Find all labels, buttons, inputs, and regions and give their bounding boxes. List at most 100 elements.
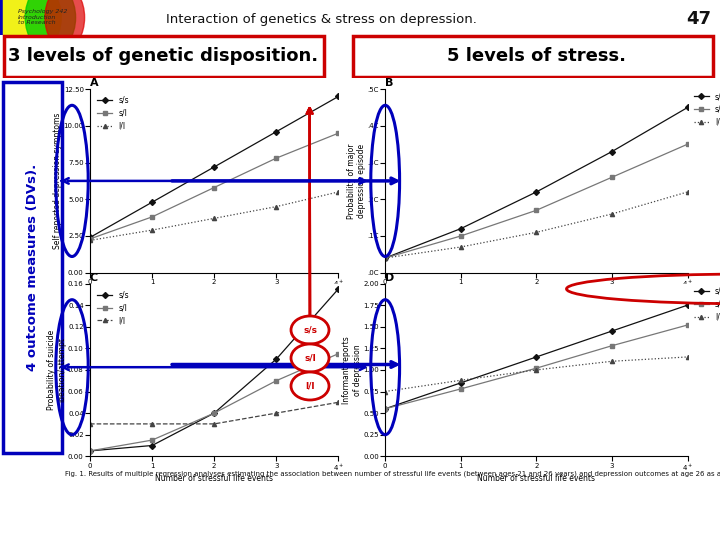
s/l — [334, 130, 343, 137]
s/l — [608, 342, 616, 349]
l/l — [210, 421, 219, 427]
s/l — [86, 235, 94, 242]
s/s — [381, 406, 390, 412]
Line: s/s: s/s — [383, 303, 690, 411]
FancyBboxPatch shape — [353, 36, 713, 77]
l/l — [86, 237, 94, 244]
Ellipse shape — [45, 0, 85, 49]
s/s — [334, 286, 343, 292]
l/l — [456, 244, 465, 250]
Line: s/l: s/l — [88, 131, 341, 241]
l/l — [210, 215, 219, 221]
s/s — [210, 410, 219, 416]
s/l — [86, 448, 94, 454]
Text: C: C — [90, 273, 98, 283]
s/s — [532, 188, 541, 195]
s/l — [456, 386, 465, 392]
s/s — [608, 148, 616, 155]
Line: s/s: s/s — [88, 94, 341, 240]
s/l — [272, 155, 281, 161]
l/l — [532, 367, 541, 373]
Legend: s/s, s/l, l/l: s/s, s/l, l/l — [690, 284, 720, 324]
s/l — [683, 322, 692, 328]
l/l — [456, 377, 465, 383]
X-axis label: Number of stressful life events: Number of stressful life events — [156, 291, 273, 300]
s/s — [210, 164, 219, 170]
l/l — [608, 211, 616, 217]
l/l — [532, 229, 541, 235]
Text: D: D — [385, 273, 395, 283]
s/s — [532, 354, 541, 360]
Text: A: A — [90, 78, 99, 89]
Ellipse shape — [291, 316, 329, 344]
l/l — [381, 255, 390, 261]
s/l — [683, 141, 692, 147]
l/l — [381, 388, 390, 395]
s/s — [608, 328, 616, 334]
l/l — [334, 399, 343, 406]
s/l — [532, 365, 541, 372]
Y-axis label: Informant reports
of depression: Informant reports of depression — [343, 336, 362, 404]
Text: B: B — [385, 78, 394, 89]
s/l — [210, 410, 219, 416]
l/l — [683, 354, 692, 360]
s/l — [272, 377, 281, 384]
l/l — [148, 227, 156, 233]
X-axis label: Number of stressful life events: Number of stressful life events — [477, 291, 595, 300]
s/l — [334, 350, 343, 357]
s/l — [210, 184, 219, 191]
s/s — [334, 93, 343, 100]
s/l — [381, 255, 390, 261]
Text: 5 levels of stress.: 5 levels of stress. — [447, 47, 626, 65]
X-axis label: Number of stressful life events: Number of stressful life events — [156, 474, 273, 483]
Line: l/l: l/l — [88, 190, 341, 242]
l/l — [334, 188, 343, 195]
s/s — [148, 442, 156, 449]
Legend: s/s, s/l, l/l: s/s, s/l, l/l — [94, 93, 132, 134]
s/s — [148, 199, 156, 205]
Text: 3 levels of genetic disposition.: 3 levels of genetic disposition. — [9, 47, 318, 65]
Line: l/l: l/l — [88, 400, 341, 426]
FancyBboxPatch shape — [4, 36, 324, 77]
s/s — [86, 448, 94, 454]
Legend: s/s, s/l, l/l: s/s, s/l, l/l — [94, 287, 132, 328]
Text: Psychology 242
Introduction
to Research: Psychology 242 Introduction to Research — [18, 9, 68, 25]
l/l — [608, 358, 616, 365]
s/s — [86, 234, 94, 241]
s/s — [272, 129, 281, 135]
Ellipse shape — [291, 344, 329, 372]
Text: Fig. 1. Results of multiple regression analyses estimating the association betwe: Fig. 1. Results of multiple regression a… — [65, 470, 720, 477]
Text: Interaction of genetics & stress on depression.: Interaction of genetics & stress on depr… — [166, 13, 477, 26]
Ellipse shape — [291, 372, 329, 400]
Line: s/l: s/l — [88, 352, 341, 453]
s/s — [456, 380, 465, 386]
Text: l/l: l/l — [305, 381, 315, 390]
Y-axis label: Probability of suicide
ideation/attempt: Probability of suicide ideation/attempt — [48, 330, 67, 410]
FancyBboxPatch shape — [4, 82, 62, 453]
Legend: s/s, s/l, l/l: s/s, s/l, l/l — [690, 89, 720, 130]
s/s — [272, 356, 281, 362]
Line: l/l: l/l — [383, 355, 690, 394]
l/l — [272, 410, 281, 416]
Text: s/s: s/s — [303, 326, 317, 334]
l/l — [272, 204, 281, 210]
s/s — [456, 225, 465, 232]
Ellipse shape — [0, 0, 61, 56]
Y-axis label: Self reported depression symptoms: Self reported depression symptoms — [53, 113, 62, 249]
Line: s/l: s/l — [383, 323, 690, 411]
s/l — [456, 233, 465, 239]
s/l — [532, 207, 541, 213]
s/s — [381, 255, 390, 261]
X-axis label: Number of stressful life events: Number of stressful life events — [477, 474, 595, 483]
l/l — [86, 421, 94, 427]
Text: s/l: s/l — [304, 354, 316, 362]
Line: s/s: s/s — [88, 287, 341, 453]
Text: 47: 47 — [686, 10, 711, 28]
Line: s/s: s/s — [383, 105, 690, 260]
Text: 4 outcome measures (DVs).: 4 outcome measures (DVs). — [26, 164, 39, 371]
Ellipse shape — [25, 0, 76, 52]
s/l — [148, 214, 156, 220]
Y-axis label: Probability of major
depression episode: Probability of major depression episode — [346, 143, 366, 219]
Line: l/l: l/l — [383, 190, 690, 260]
Line: s/l: s/l — [383, 142, 690, 260]
